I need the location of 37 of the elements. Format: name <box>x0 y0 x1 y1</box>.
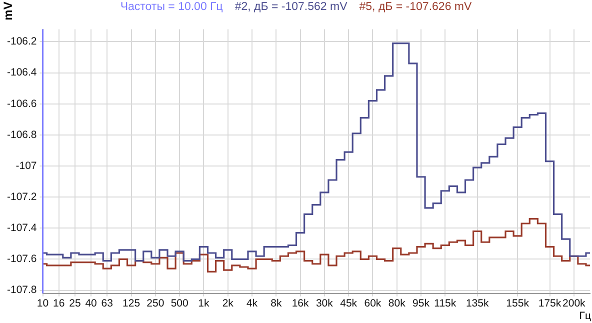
text: #5, дБ = -107.626 mV <box>359 1 472 13</box>
x-tick-label: 60k <box>364 298 382 310</box>
x-axis-title: Гц <box>579 310 591 322</box>
y-axis-title: mV <box>1 0 15 22</box>
x-tick-label: 125 <box>122 298 140 310</box>
y-tick-label: -107.6 <box>6 253 37 266</box>
x-tick-label: 16 <box>53 298 65 310</box>
x-tick-label: 10 <box>36 298 49 310</box>
x-tick-label: 4k <box>246 298 258 310</box>
x-tick-label: 80k <box>388 298 406 310</box>
x-tick-label: 63 <box>101 298 114 310</box>
x-tick-label: 1k <box>198 298 210 310</box>
x-tick-label: 175k <box>538 298 562 310</box>
text: #2, дБ = -107.562 mV <box>234 1 348 13</box>
y-tick-label: -107 <box>16 160 37 172</box>
y-tick-label: -107.2 <box>6 190 37 203</box>
x-tick-label: 500 <box>170 298 188 310</box>
x-tick-label: 25 <box>69 298 81 310</box>
x-tick-label: 8k <box>270 298 282 310</box>
ref-line-label: Частоты = 10.00 Гц <box>120 1 223 13</box>
x-tick-label: 135k <box>466 298 490 310</box>
x-tick-label: 40 <box>85 298 98 310</box>
x-tick-label: 16k <box>292 298 310 310</box>
x-tick-label: 155k <box>506 298 530 310</box>
x-tick-label: 30k <box>316 298 334 310</box>
y-tick-label: -107.4 <box>6 222 37 234</box>
x-tick-label: 95k <box>412 298 430 310</box>
x-tick-label: 200k <box>562 298 586 310</box>
y-tick-label: -106.6 <box>6 98 37 110</box>
x-tick-label: 115k <box>434 298 457 310</box>
x-tick-label: 2k <box>222 298 234 310</box>
y-tick-label: -106.8 <box>6 128 37 141</box>
x-tick-label: 45k <box>340 298 358 310</box>
y-tick-label: -106.4 <box>6 66 37 79</box>
y-tick-label: -106.2 <box>6 36 37 48</box>
x-tick-label: 250 <box>146 298 164 310</box>
y-tick-label: -107.8 <box>6 284 37 296</box>
